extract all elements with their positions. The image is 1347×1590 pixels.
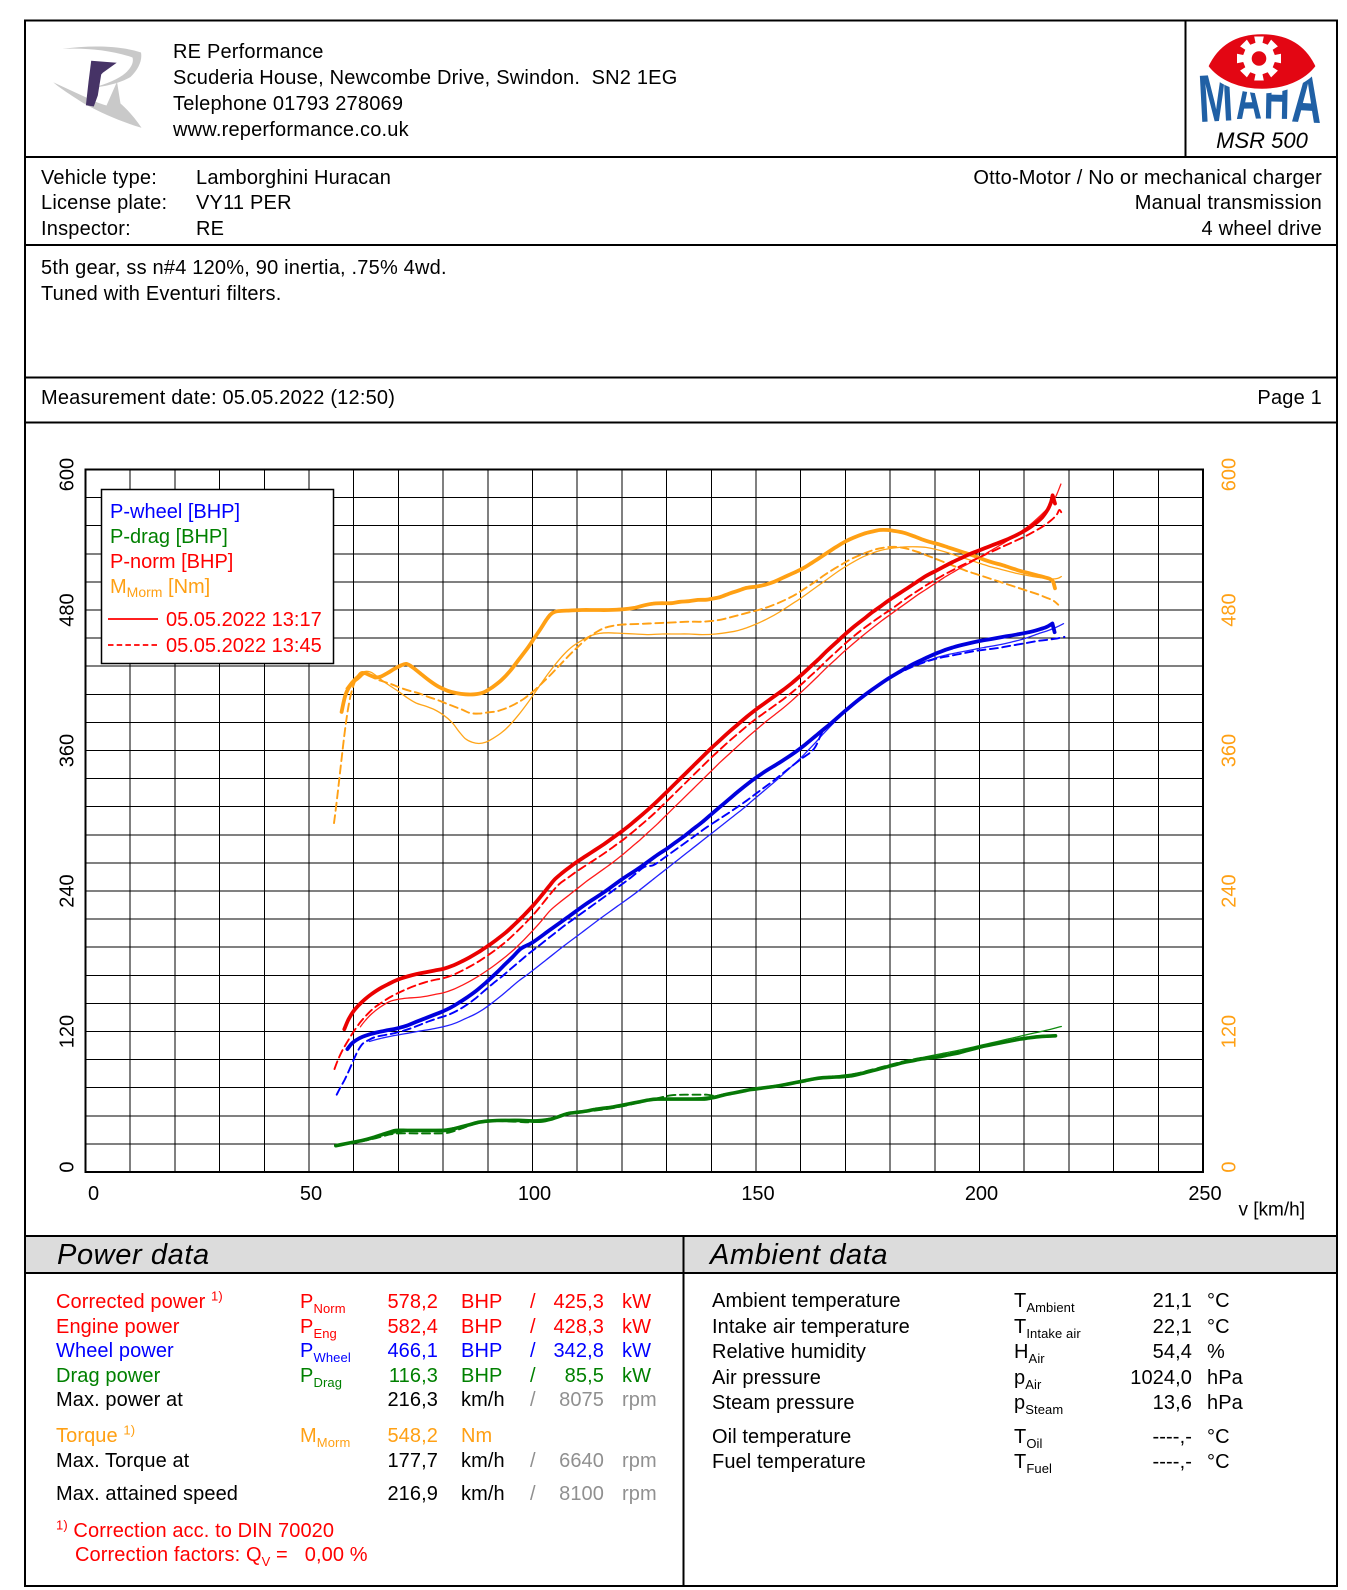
svg-text:P-wheel [BHP]: P-wheel [BHP] xyxy=(110,501,240,523)
svg-text:480: 480 xyxy=(57,593,79,626)
svg-text:P-norm [BHP]: P-norm [BHP] xyxy=(110,551,233,573)
svg-text:0: 0 xyxy=(1219,1161,1241,1172)
svg-text:120: 120 xyxy=(1219,1015,1241,1048)
svg-text:250: 250 xyxy=(1188,1183,1221,1205)
svg-text:v [km/h]: v [km/h] xyxy=(1238,1200,1305,1221)
svg-text:150: 150 xyxy=(741,1183,774,1205)
svg-text:360: 360 xyxy=(57,734,79,767)
svg-text:05.05.2022 13:45: 05.05.2022 13:45 xyxy=(166,635,322,657)
svg-text:600: 600 xyxy=(1219,458,1241,491)
svg-text:480: 480 xyxy=(1219,593,1241,626)
svg-text:600: 600 xyxy=(57,458,79,491)
svg-text:240: 240 xyxy=(57,874,79,907)
svg-text:0: 0 xyxy=(57,1161,79,1172)
svg-text:0: 0 xyxy=(88,1183,99,1205)
svg-text:120: 120 xyxy=(57,1015,79,1048)
svg-text:P-drag [BHP]: P-drag [BHP] xyxy=(110,526,228,548)
svg-text:05.05.2022 13:17: 05.05.2022 13:17 xyxy=(166,609,322,631)
svg-text:MSR 500: MSR 500 xyxy=(1216,128,1308,153)
svg-text:360: 360 xyxy=(1219,734,1241,767)
svg-text:100: 100 xyxy=(518,1183,551,1205)
svg-text:50: 50 xyxy=(300,1183,322,1205)
svg-text:240: 240 xyxy=(1219,874,1241,907)
svg-text:200: 200 xyxy=(965,1183,998,1205)
